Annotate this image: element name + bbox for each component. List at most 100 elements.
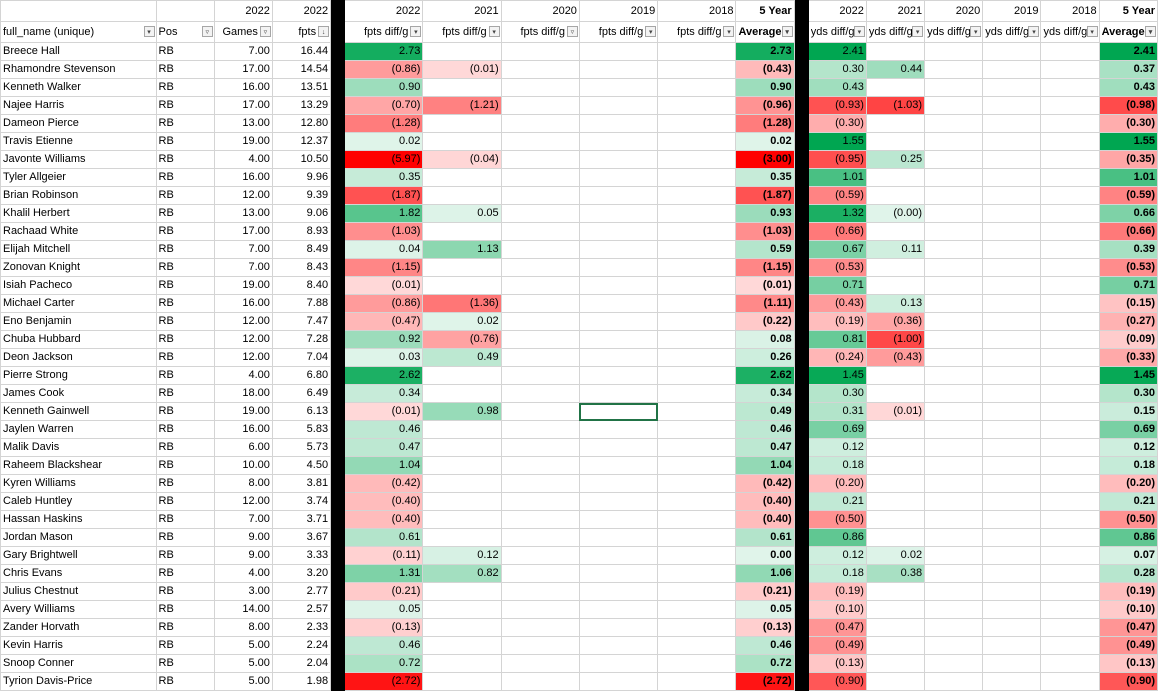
empty-cell[interactable] [982,150,1042,169]
empty-cell[interactable] [1040,132,1100,151]
empty-cell[interactable] [500,672,580,691]
column-header[interactable]: yds diff/g ▾ [865,21,926,43]
position-cell[interactable]: RB [155,636,215,655]
value-cell[interactable]: 0.11 [865,240,926,259]
value-cell[interactable]: 0.13 [865,294,926,313]
empty-cell[interactable] [500,384,580,403]
empty-cell[interactable] [578,492,659,511]
value-cell[interactable]: 0.26 [735,348,795,367]
empty-cell[interactable] [924,150,984,169]
empty-cell[interactable] [578,330,659,349]
value-cell[interactable] [422,492,502,511]
value-cell[interactable] [865,78,926,97]
empty-cell[interactable] [924,168,984,187]
empty-cell[interactable] [578,528,659,547]
empty-cell[interactable] [500,276,580,295]
value-cell[interactable]: 2.73 [735,42,795,61]
value-cell[interactable]: (5.97) [344,150,424,169]
value-cell[interactable]: 1.01 [807,168,867,187]
value-cell[interactable] [422,420,502,439]
value-cell[interactable]: (1.03) [865,96,926,115]
empty-cell[interactable] [982,78,1042,97]
player-name-cell[interactable]: Julius Chestnut [0,582,157,601]
position-cell[interactable]: RB [155,96,215,115]
position-cell[interactable]: RB [155,222,215,241]
value-cell[interactable]: (1.03) [344,222,424,241]
empty-cell[interactable] [924,600,984,619]
value-cell[interactable]: (1.00) [865,330,926,349]
value-cell[interactable]: (0.04) [422,150,502,169]
column-header[interactable]: Games ▿ [213,21,273,43]
empty-cell[interactable] [924,636,984,655]
value-cell[interactable]: 3.67 [271,528,332,547]
empty-cell[interactable] [578,132,659,151]
value-cell[interactable]: 0.90 [735,78,795,97]
player-name-cell[interactable]: Pierre Strong [0,366,157,385]
player-name-cell[interactable]: Isiah Pacheco [0,276,157,295]
value-cell[interactable]: 0.72 [344,654,424,673]
year-header-cell[interactable]: 2022 [213,0,273,22]
empty-cell[interactable] [500,438,580,457]
value-cell[interactable]: 9.00 [213,546,273,565]
empty-cell[interactable] [657,150,737,169]
empty-cell[interactable] [500,150,580,169]
value-cell[interactable]: 0.44 [865,60,926,79]
empty-cell[interactable] [578,618,659,637]
empty-cell[interactable] [982,654,1042,673]
value-cell[interactable]: (1.15) [344,258,424,277]
value-cell[interactable] [865,114,926,133]
empty-cell[interactable] [924,222,984,241]
value-cell[interactable]: 0.71 [807,276,867,295]
value-cell[interactable]: 8.93 [271,222,332,241]
empty-cell[interactable] [1040,564,1100,583]
player-name-cell[interactable]: Travis Etienne [0,132,157,151]
year-header-cell[interactable]: 2021 [422,0,502,22]
value-cell[interactable]: 2.41 [807,42,867,61]
position-cell[interactable]: RB [155,654,215,673]
value-cell[interactable]: (0.47) [807,618,867,637]
empty-cell[interactable] [982,546,1042,565]
value-cell[interactable]: 0.43 [807,78,867,97]
value-cell[interactable] [422,222,502,241]
empty-cell[interactable] [500,474,580,493]
value-cell[interactable]: 12.00 [213,330,273,349]
year-header-cell[interactable] [0,0,157,22]
player-name-cell[interactable]: Kevin Harris [0,636,157,655]
value-cell[interactable]: 0.98 [422,402,502,421]
value-cell[interactable]: 17.00 [213,60,273,79]
position-cell[interactable]: RB [155,402,215,421]
value-cell[interactable]: 12.00 [213,186,273,205]
value-cell[interactable]: (0.19) [1098,582,1158,601]
player-name-cell[interactable]: Deon Jackson [0,348,157,367]
value-cell[interactable]: (0.70) [344,96,424,115]
empty-cell[interactable] [1040,222,1100,241]
position-cell[interactable]: RB [155,330,215,349]
value-cell[interactable] [422,168,502,187]
empty-cell[interactable] [657,618,737,637]
empty-cell[interactable] [982,456,1042,475]
value-cell[interactable]: 14.00 [213,600,273,619]
empty-cell[interactable] [1040,474,1100,493]
value-cell[interactable] [865,528,926,547]
value-cell[interactable] [865,510,926,529]
value-cell[interactable]: 0.12 [422,546,502,565]
value-cell[interactable]: 0.39 [1098,240,1158,259]
empty-cell[interactable] [500,492,580,511]
value-cell[interactable]: 0.69 [1098,420,1158,439]
empty-cell[interactable] [500,546,580,565]
value-cell[interactable]: 0.30 [807,384,867,403]
empty-cell[interactable] [982,96,1042,115]
player-name-cell[interactable]: Raheem Blackshear [0,456,157,475]
value-cell[interactable] [422,384,502,403]
empty-cell[interactable] [982,222,1042,241]
empty-cell[interactable] [657,474,737,493]
value-cell[interactable]: 2.77 [271,582,332,601]
value-cell[interactable]: 12.00 [213,312,273,331]
empty-cell[interactable] [500,348,580,367]
value-cell[interactable] [422,654,502,673]
dropdown-arrow-icon[interactable]: ▾ [970,26,982,37]
value-cell[interactable]: 1.04 [735,456,795,475]
empty-cell[interactable] [657,276,737,295]
value-cell[interactable] [865,366,926,385]
value-cell[interactable]: 0.81 [807,330,867,349]
